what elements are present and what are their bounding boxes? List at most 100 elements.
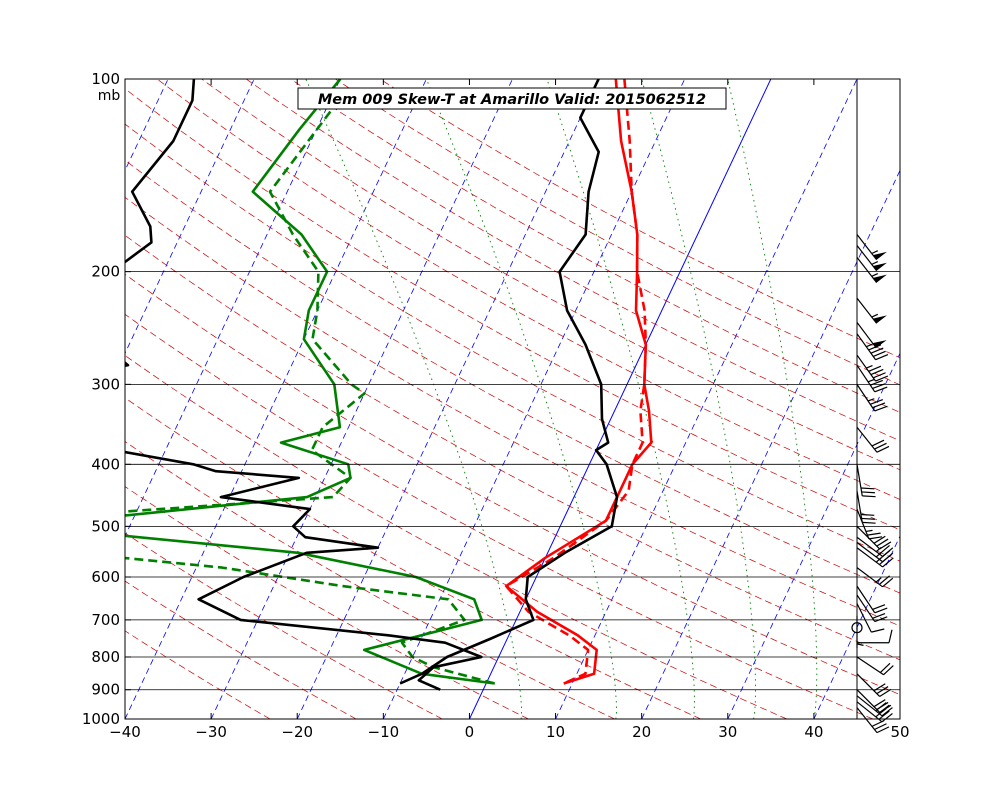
mixing-ratio-line	[546, 79, 695, 719]
dry-adiabat-line	[379, 79, 900, 359]
wind-barb-staff	[856, 547, 883, 568]
p-tick-label: 900	[91, 681, 120, 699]
wind-barb	[856, 234, 887, 261]
wind-barb-full	[876, 726, 890, 734]
wind-barb-full	[876, 686, 889, 695]
p-tick-label: 500	[91, 517, 120, 535]
wind-barb-staff	[856, 567, 883, 588]
plot-frame	[124, 78, 901, 720]
wind-barb-full	[876, 445, 890, 453]
chart-title: Mem 009 Skew-T at Amarillo Valid: 201506…	[318, 92, 706, 108]
isobar-lines	[125, 271, 900, 691]
zero-isotherm-line	[468, 79, 772, 719]
wind-barb-full	[879, 662, 891, 673]
wind-barb-full	[860, 513, 875, 516]
wind-barb-half	[856, 643, 864, 646]
wind-barb-full	[872, 402, 886, 409]
axes: −40 −30 −20 −10 0 10 20 30 40 50 100 200 300 400 500 60…	[82, 70, 910, 741]
wind-barb-full	[874, 405, 888, 412]
wind-barb-staff	[856, 585, 876, 614]
p-tick-label: 1000	[82, 710, 120, 728]
wind-barb-full	[862, 521, 876, 524]
wind-barb-full	[861, 517, 875, 520]
wind-barb-full	[868, 536, 883, 540]
wind-barb-staff	[856, 701, 883, 723]
isotherm-line	[210, 79, 513, 719]
wind-barb-full	[867, 532, 881, 536]
wind-barb-staff	[856, 426, 878, 453]
wind-barb-staff	[856, 673, 881, 697]
x-tick-label: 10	[546, 723, 565, 741]
wind-barb	[856, 321, 887, 349]
wind-barb-full	[870, 379, 884, 386]
x-tick-label: 50	[890, 723, 909, 741]
wind-barb-full	[879, 575, 890, 585]
wind-barb-full	[874, 723, 887, 731]
wind-barb-staff	[856, 297, 878, 324]
wind-barb	[856, 603, 885, 633]
wind-barb-full	[872, 612, 886, 619]
wind-barb-staff	[856, 542, 883, 563]
wind-barb-flag	[872, 340, 887, 348]
x-tick-label: 40	[804, 723, 823, 741]
isotherm-line	[555, 79, 858, 719]
wind-barb-full	[868, 344, 882, 351]
wind-barb-half	[871, 261, 879, 265]
wind-barb-full	[870, 399, 884, 405]
wind-barb-full	[873, 699, 886, 708]
wind-barb-full	[876, 538, 889, 547]
x-tick-label: −30	[195, 723, 227, 741]
wind-barb-full	[883, 665, 894, 676]
wind-barb-full	[882, 557, 894, 568]
wind-barb-full	[878, 704, 890, 714]
isotherm-line	[727, 352, 900, 719]
wind-barb	[856, 464, 876, 498]
wind-barb-full	[875, 708, 887, 718]
dry-adiabat-line	[125, 313, 874, 719]
wind-barb-full	[881, 707, 893, 717]
dry-adiabat-line	[125, 196, 900, 627]
wind-barb-half	[875, 557, 882, 563]
wind-barb-half	[871, 313, 879, 318]
wind-barb-flag	[872, 315, 887, 324]
wind-barb-staff	[856, 707, 878, 734]
wind-barb-half	[871, 272, 879, 277]
p-tick-label: 200	[91, 263, 120, 281]
wind-barb-half	[866, 343, 873, 348]
wind-barb-full	[875, 375, 889, 382]
wind-barb-half	[867, 378, 875, 383]
isotherm-line	[641, 169, 900, 719]
wind-barb-flag	[872, 251, 887, 260]
wind-barb-full	[875, 702, 887, 712]
dry-adiabat-line	[156, 79, 900, 500]
p-tick-label: 600	[91, 568, 120, 586]
wind-barb	[856, 354, 889, 382]
wind-barb-staff	[856, 245, 878, 272]
x-tick-label: 30	[718, 723, 737, 741]
isotherm-line	[382, 79, 686, 719]
wind-barb	[856, 490, 876, 524]
wind-barb-staff	[856, 364, 876, 393]
p-tick-label: 300	[91, 375, 120, 393]
wind-barb-staff	[856, 656, 884, 676]
wind-barb-full	[874, 607, 888, 614]
wind-barb	[856, 656, 894, 676]
dry-adiabat-line	[245, 79, 900, 442]
wind-barb-full	[868, 365, 882, 372]
wind-barb-full	[872, 604, 886, 610]
dry-adiabat-line	[125, 580, 357, 719]
wind-barb-staff	[856, 603, 872, 633]
dry-adiabat-line	[125, 355, 787, 719]
wind-barb-staff	[856, 536, 883, 557]
p-tick-label: 800	[91, 648, 120, 666]
wind-barb	[856, 707, 890, 734]
p-tick-label: 100	[91, 70, 120, 88]
wind-barb-full	[870, 368, 884, 376]
wind-barb	[856, 547, 894, 568]
wind-barb-staff	[856, 234, 878, 261]
pressure-unit-label: mb	[98, 88, 121, 104]
wind-barb-full	[879, 555, 890, 565]
wind-barb-full	[860, 487, 875, 490]
wind-barb-full	[870, 347, 884, 354]
dry-adiabat-line	[125, 88, 900, 531]
